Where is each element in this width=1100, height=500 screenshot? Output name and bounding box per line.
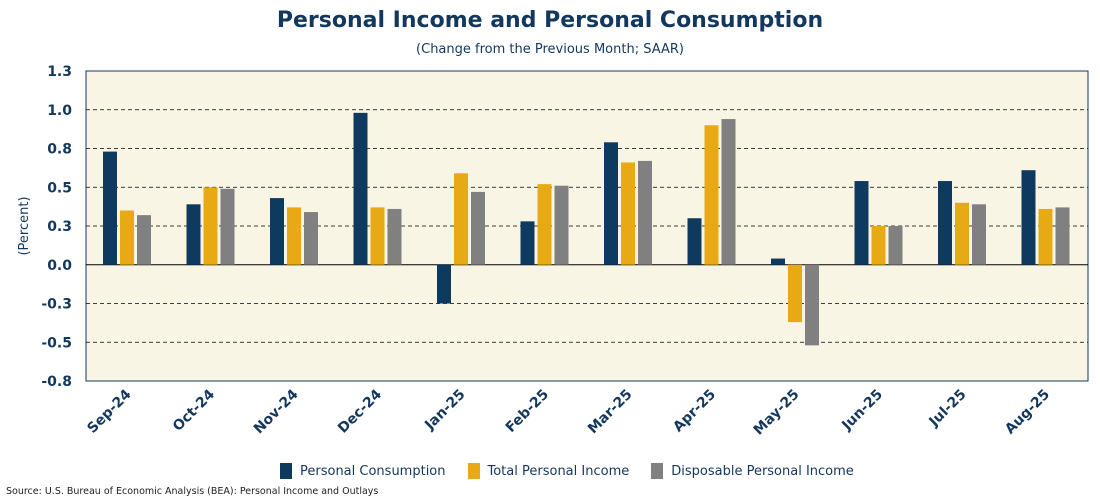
bar-personal-consumption (186, 204, 201, 265)
bar-total-personal-income (788, 264, 802, 323)
bar-disposable-personal-income (638, 160, 652, 265)
bar-disposable-personal-income (387, 208, 402, 265)
x-tick-label: Aug-25 (1002, 387, 1053, 438)
bar-disposable-personal-income (721, 119, 736, 265)
bar-total-personal-income (621, 162, 635, 265)
y-tick-label: 0.3 (47, 219, 72, 235)
bar-total-personal-income (955, 202, 969, 265)
y-tick-label: -0.3 (41, 297, 72, 313)
legend-item: Total Personal Income (467, 463, 630, 479)
y-tick-label: 0.5 (47, 180, 72, 196)
bar-personal-consumption (353, 112, 368, 265)
bar-total-personal-income (370, 207, 385, 265)
bar-personal-consumption (938, 181, 952, 265)
bar-disposable-personal-income (805, 264, 819, 346)
bar-total-personal-income (203, 187, 218, 265)
x-tick-label: Oct-24 (170, 386, 218, 434)
bar-personal-consumption (520, 221, 535, 265)
x-tick-label: Jun-25 (838, 387, 886, 435)
bar-disposable-personal-income (888, 226, 903, 265)
x-tick-label: Sep-24 (84, 386, 134, 436)
x-tick-label: Jul-25 (926, 387, 970, 431)
bar-disposable-personal-income (220, 188, 235, 265)
y-axis-label: (Percent) (17, 196, 32, 255)
bar-total-personal-income (1038, 208, 1053, 265)
y-tick-label: 1.3 (47, 64, 72, 80)
bar-total-personal-income (120, 210, 134, 265)
x-tick-label: Feb-25 (503, 387, 552, 436)
bar-personal-consumption (1021, 170, 1036, 265)
bar-personal-consumption (103, 151, 117, 265)
bar-disposable-personal-income (972, 204, 986, 265)
legend-swatch (467, 463, 480, 479)
bar-personal-consumption (687, 218, 702, 265)
bar-total-personal-income (871, 226, 886, 265)
y-tick-label: 1.0 (47, 103, 72, 119)
chart-subtitle: (Change from the Previous Month; SAAR) (416, 42, 684, 57)
bar-disposable-personal-income (554, 185, 569, 265)
bar-disposable-personal-income (304, 212, 318, 265)
bar-total-personal-income (287, 207, 301, 265)
bar-total-personal-income (704, 125, 719, 265)
x-tick-label: Apr-25 (670, 387, 719, 436)
bar-personal-consumption (604, 142, 618, 265)
x-tick-label: Jan-25 (421, 387, 468, 434)
bar-personal-consumption (437, 264, 451, 304)
y-tick-label: -0.5 (41, 335, 72, 351)
bar-total-personal-income (537, 184, 552, 265)
legend-label: Total Personal Income (487, 463, 630, 479)
legend-item: Disposable Personal Income (651, 463, 854, 479)
legend: Personal Consumption Total Personal Inco… (280, 463, 854, 479)
x-tick-label: Mar-25 (585, 387, 636, 438)
x-tick-label: May-25 (751, 387, 803, 439)
y-tick-label: 0.0 (47, 258, 72, 274)
x-tick-label: Dec-24 (335, 386, 385, 436)
bar-disposable-personal-income (137, 215, 151, 265)
source-note: Source: U.S. Bureau of Economic Analysis… (6, 486, 379, 497)
bar-disposable-personal-income (471, 191, 485, 265)
y-tick-label: 0.8 (47, 142, 72, 158)
x-tick-label: Nov-24 (251, 386, 302, 437)
bar-total-personal-income (454, 173, 468, 265)
chart-title: Personal Income and Personal Consumption (276, 8, 824, 33)
legend-label: Personal Consumption (300, 463, 446, 479)
legend-swatch (651, 463, 664, 479)
legend-swatch (280, 463, 292, 479)
bar-personal-consumption (854, 181, 869, 265)
legend-item: Personal Consumption (280, 463, 446, 479)
y-tick-label: -0.8 (41, 374, 72, 390)
bar-personal-consumption (270, 198, 284, 265)
bar-disposable-personal-income (1055, 207, 1070, 265)
bar-personal-consumption (771, 258, 785, 265)
legend-label: Disposable Personal Income (671, 463, 854, 479)
